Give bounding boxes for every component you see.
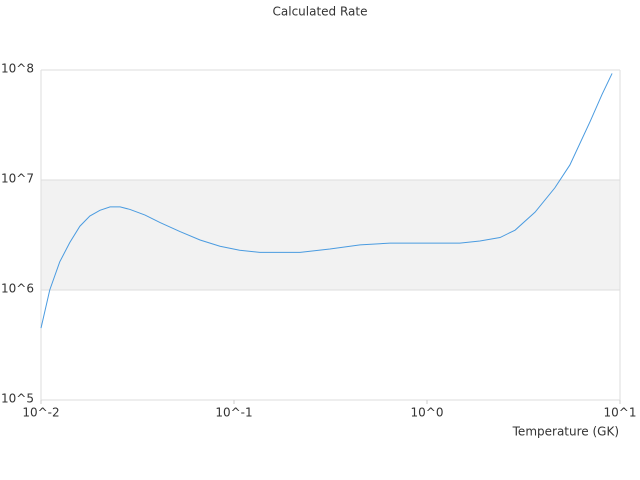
- chart-title: Calculated Rate: [273, 5, 368, 19]
- x-tick-label: 10^0: [411, 406, 444, 420]
- data-line: [40, 73, 613, 329]
- x-tick-label: 10^1: [604, 406, 637, 420]
- grid-band: [41, 180, 620, 290]
- x-tick-label: 10^-1: [215, 406, 252, 420]
- y-tick-label: 10^6: [1, 282, 34, 296]
- y-tick-label: 10^5: [1, 392, 34, 406]
- x-tick-label: 10^-2: [22, 406, 59, 420]
- x-axis-title: Temperature (GK): [512, 425, 619, 439]
- y-tick-label: 10^7: [1, 172, 34, 186]
- y-tick-label: 10^8: [1, 62, 34, 76]
